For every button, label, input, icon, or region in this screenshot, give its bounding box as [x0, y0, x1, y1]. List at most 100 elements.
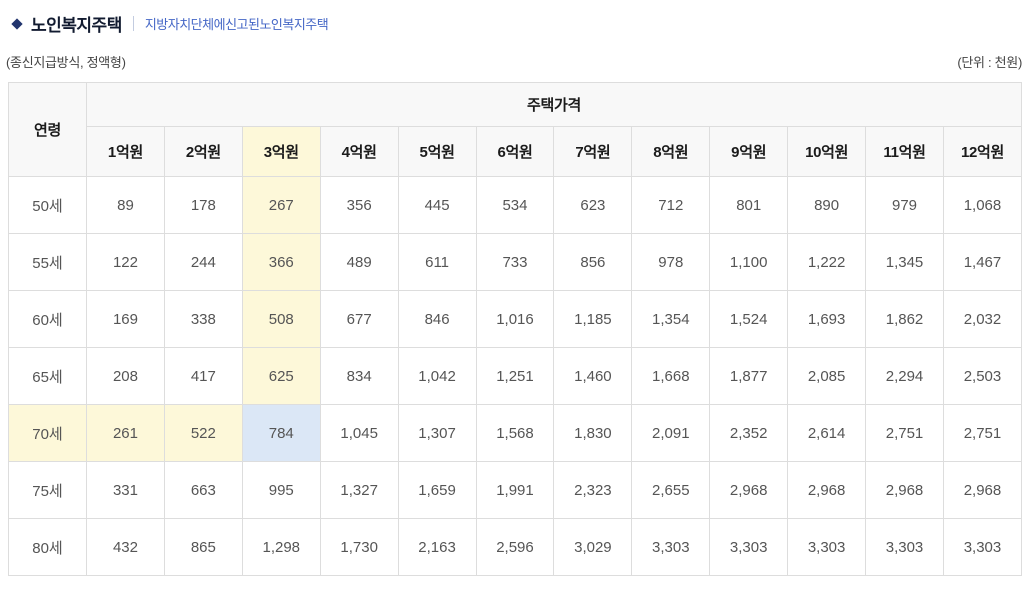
value-cell: 261: [86, 404, 165, 462]
value-cell: 611: [397, 233, 477, 291]
value-cell: 2,323: [553, 461, 633, 519]
value-cell: 522: [163, 404, 243, 462]
value-cell: 1,345: [865, 233, 944, 291]
value-cell: 445: [397, 176, 477, 234]
value-cell: 1,222: [787, 233, 867, 291]
table-row-75세: 75세 331 663 995 1,327 1,659 1,991 2,323 2,655 2,9…: [8, 461, 1023, 519]
value-cell: 865: [163, 518, 243, 576]
age-cell: 50세: [8, 176, 87, 234]
value-cell: 508: [241, 290, 321, 348]
value-cell: 1,045: [319, 404, 399, 462]
value-cell: 623: [553, 176, 633, 234]
value-cell: 2,032: [942, 290, 1023, 348]
value-cell: 3,303: [709, 518, 789, 576]
value-cell: 3,303: [787, 518, 867, 576]
value-cell: 979: [865, 176, 944, 234]
value-cell: 2,968: [942, 461, 1023, 519]
value-cell: 122: [86, 233, 165, 291]
value-cell: 366: [241, 233, 321, 291]
price-header-10억원: 10억원: [787, 126, 867, 177]
value-cell: 417: [163, 347, 243, 405]
table-row-70세: 70세 261 522 784 1,045 1,307 1,568 1,830 2,091 2,3…: [8, 404, 1023, 462]
age-cell: 70세: [8, 404, 87, 462]
value-cell: 995: [241, 461, 321, 519]
value-cell: 1,068: [942, 176, 1023, 234]
value-cell: 244: [163, 233, 243, 291]
value-cell: 1,862: [865, 290, 944, 348]
value-cell: 3,029: [553, 518, 633, 576]
age-cell: 80세: [8, 518, 87, 576]
value-cell: 1,668: [631, 347, 711, 405]
value-cell: 2,163: [397, 518, 477, 576]
value-cell: 1,830: [553, 404, 633, 462]
value-cell: 625: [241, 347, 321, 405]
value-cell: 1,298: [241, 518, 321, 576]
value-cell: 801: [709, 176, 789, 234]
price-header-5억원: 5억원: [397, 126, 477, 177]
value-cell: 978: [631, 233, 711, 291]
value-cell: 208: [86, 347, 165, 405]
value-cell: 489: [319, 233, 399, 291]
page-header: 노인복지주택 지방자치단체에신고된노인복지주택: [0, 0, 1036, 35]
value-cell: 784: [241, 404, 321, 462]
table-row-60세: 60세 169 338 508 677 846 1,016 1,185 1,354 1,524 1,…: [8, 290, 1023, 348]
value-cell: 2,085: [787, 347, 867, 405]
payment-type-note: (종신지급방식, 정액형): [6, 55, 126, 70]
value-cell: 846: [397, 290, 477, 348]
value-cell: 1,877: [709, 347, 789, 405]
table-notes: (종신지급방식, 정액형) (단위 : 천원): [6, 52, 1022, 71]
value-cell: 2,968: [709, 461, 789, 519]
value-cell: 1,354: [631, 290, 711, 348]
value-cell: 3,303: [942, 518, 1023, 576]
age-cell: 60세: [8, 290, 87, 348]
unit-note: (단위 : 천원): [957, 55, 1022, 70]
value-cell: 1,100: [709, 233, 789, 291]
value-cell: 712: [631, 176, 711, 234]
value-cell: 3,303: [631, 518, 711, 576]
value-cell: 178: [163, 176, 243, 234]
price-header-7억원: 7억원: [553, 126, 633, 177]
table-row-50세: 50세 89 178 267 356 445 534 623 712 801 890 979 1,068: [8, 176, 1023, 234]
value-cell: 2,352: [709, 404, 789, 462]
price-header-9억원: 9억원: [709, 126, 789, 177]
age-column-header: 연령: [8, 82, 87, 177]
pension-table: 연령 주택가격 1억원 2억원 3억원 4억원 5억원 6억원 7억원 8억원 9억원 10억원 1…: [8, 82, 1023, 576]
value-cell: 834: [319, 347, 399, 405]
value-cell: 338: [163, 290, 243, 348]
title-divider: [132, 16, 134, 31]
value-cell: 2,294: [865, 347, 944, 405]
value-cell: 2,596: [475, 518, 555, 576]
value-cell: 1,467: [942, 233, 1023, 291]
age-cell: 75세: [8, 461, 87, 519]
diamond-bullet-icon: [11, 17, 23, 30]
value-cell: 3,303: [865, 518, 944, 576]
group-header-row: 연령 주택가격: [8, 82, 1022, 177]
value-cell: 2,655: [631, 461, 711, 519]
table-row-55세: 55세 122 244 366 489 611 733 856 978 1,100 1,222 1,3…: [8, 233, 1023, 291]
page-title: 노인복지주택: [31, 16, 122, 35]
price-header-6억원: 6억원: [475, 126, 555, 177]
value-cell: 1,991: [475, 461, 555, 519]
value-cell: 1,307: [397, 404, 477, 462]
value-cell: 534: [475, 176, 555, 234]
price-header-12억원: 12억원: [942, 126, 1023, 177]
age-cell: 65세: [8, 347, 87, 405]
value-cell: 1,042: [397, 347, 477, 405]
value-cell: 1,568: [475, 404, 555, 462]
value-cell: 169: [86, 290, 165, 348]
value-cell: 432: [86, 518, 165, 576]
value-cell: 356: [319, 176, 399, 234]
value-cell: 2,968: [787, 461, 867, 519]
value-cell: 1,327: [319, 461, 399, 519]
price-header-11억원: 11억원: [865, 126, 944, 177]
price-group-header: 주택가격: [86, 82, 1022, 127]
value-cell: 1,016: [475, 290, 555, 348]
value-cell: 2,614: [787, 404, 867, 462]
value-cell: 663: [163, 461, 243, 519]
table-row-65세: 65세 208 417 625 834 1,042 1,251 1,460 1,668 1,877…: [8, 347, 1023, 405]
value-cell: 733: [475, 233, 555, 291]
value-cell: 1,185: [553, 290, 633, 348]
price-header-2억원: 2억원: [163, 126, 243, 177]
value-cell: 890: [787, 176, 867, 234]
price-header-4억원: 4억원: [319, 126, 399, 177]
